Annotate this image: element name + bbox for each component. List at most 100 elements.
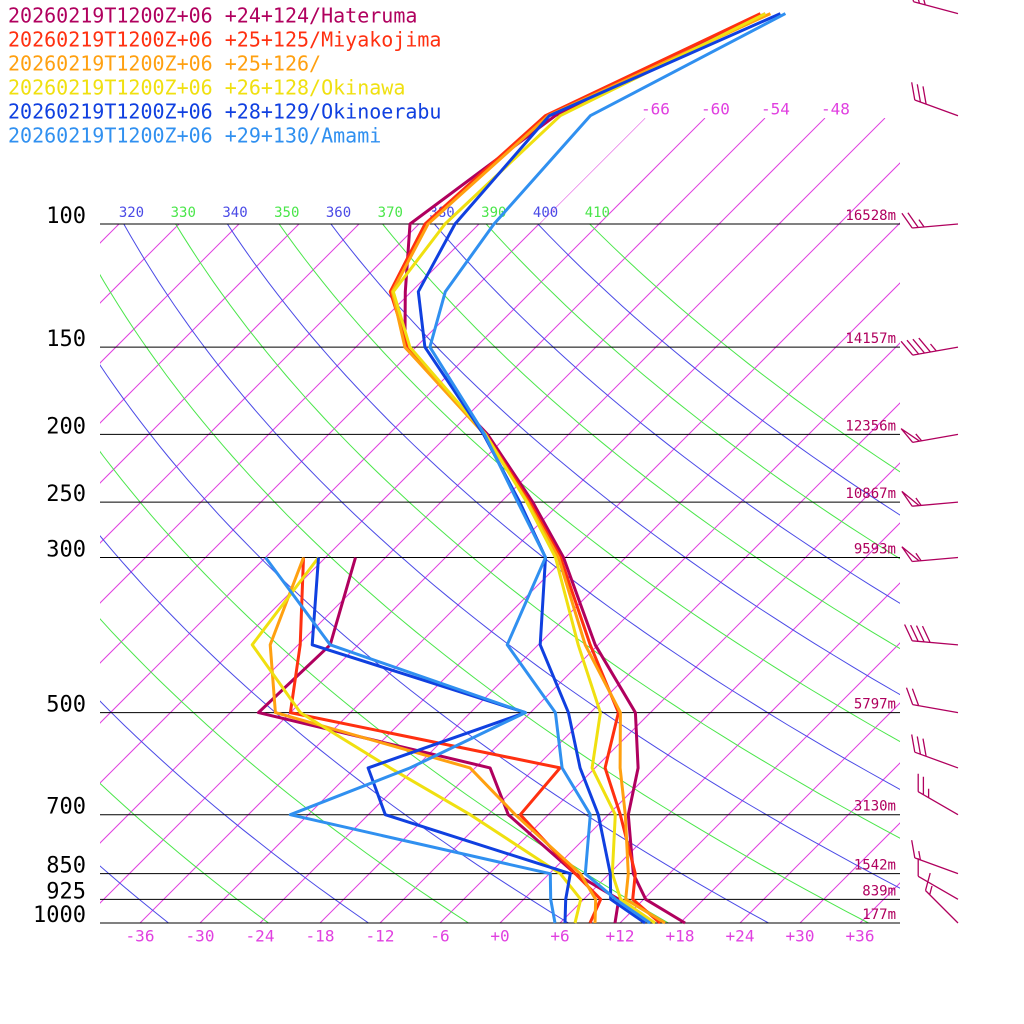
wind-barb (901, 546, 959, 563)
isotherm (100, 118, 886, 923)
isotherm-label: -54 (761, 100, 790, 119)
dry-adiabat (100, 450, 669, 923)
wind-barb (912, 0, 959, 15)
isotherm (100, 118, 826, 923)
legend-entry: 20260219T1200Z+06 +29+130/Amami (8, 124, 381, 148)
height-label: 9593m (854, 542, 896, 558)
wind-barb (900, 337, 959, 356)
x-tick-label: -6 (430, 927, 449, 946)
theta-label: 360 (326, 205, 351, 221)
x-tick-label: -36 (126, 927, 155, 946)
theta-label: 370 (378, 205, 403, 221)
dewpoint-line (250, 556, 583, 924)
isotherm-label: -48 (821, 100, 850, 119)
theta-label: 410 (585, 205, 610, 221)
x-tick-label: +30 (786, 927, 815, 946)
isotherm (100, 118, 646, 923)
legend-entry: 20260219T1200Z+06 +28+129/Okinoerabu (8, 100, 441, 124)
temperature-line (390, 12, 772, 925)
theta-label: 350 (274, 205, 299, 221)
y-tick-label: 300 (46, 538, 86, 563)
isotherm-label: -60 (701, 100, 730, 119)
height-label: 839m (862, 883, 896, 899)
isotherm (679, 118, 900, 923)
wind-barb (901, 490, 959, 507)
theta-label: 340 (222, 205, 247, 221)
x-tick-label: +36 (846, 927, 875, 946)
x-tick-label: +12 (606, 927, 635, 946)
wind-barb (911, 734, 959, 769)
height-label: 10867m (845, 486, 896, 502)
isotherm (199, 118, 900, 923)
temperature-line (391, 12, 767, 925)
isotherm (100, 118, 286, 923)
wind-barb (901, 212, 959, 229)
dewpoint-line (310, 557, 572, 924)
isotherm (259, 118, 900, 923)
x-tick-label: -18 (306, 927, 335, 946)
wind-barb (911, 840, 959, 875)
dry-adiabat (175, 224, 900, 839)
height-label: 5797m (854, 697, 896, 713)
dry-adiabat (434, 224, 900, 604)
legend-entry: 20260219T1200Z+06 +25+126/ (8, 52, 321, 76)
y-tick-label: 100 (46, 204, 86, 229)
dewpoint-line (288, 557, 603, 924)
y-tick-label: 150 (46, 327, 86, 352)
wind-barb (900, 428, 959, 444)
overlay: -36 -30 -24 -18 -12 -6 +0 +6 +12 +18 +24 +30 +36 -66 -… (8, 0, 959, 946)
wind-barb (905, 687, 959, 714)
isotherm (379, 118, 900, 923)
x-tick-label: -30 (186, 927, 215, 946)
theta-label: 320 (119, 205, 144, 221)
temperature-line (388, 12, 762, 925)
isotherm (100, 118, 406, 923)
dry-adiabat (589, 224, 900, 473)
height-label: 1542m (854, 858, 896, 874)
y-tick-label: 200 (46, 414, 86, 439)
isotherm (100, 118, 526, 923)
height-label: 177m (862, 907, 896, 923)
isotherm (619, 118, 900, 923)
height-label: 3130m (854, 799, 896, 815)
theta-label: 400 (533, 205, 558, 221)
dry-adiabat (100, 618, 469, 923)
isotherm (100, 118, 706, 923)
wind-barb (904, 624, 959, 646)
x-tick-label: -12 (366, 927, 395, 946)
y-tick-label: 850 (46, 854, 86, 879)
isotherm (100, 118, 766, 923)
dry-adiabat (382, 224, 900, 650)
isotherm (100, 118, 466, 923)
dry-adiabat (100, 273, 869, 923)
x-tick-label: +24 (726, 927, 755, 946)
wind-barb (911, 82, 959, 117)
dewpoint-line (268, 556, 598, 924)
x-tick-label: +6 (550, 927, 569, 946)
isotherm (739, 118, 900, 923)
x-tick-label: +18 (666, 927, 695, 946)
dry-adiabat (485, 224, 900, 560)
wind-barb (917, 858, 959, 900)
dewpoint-line (264, 556, 557, 924)
height-label: 12356m (845, 418, 896, 434)
dry-adiabat (123, 224, 900, 889)
isotherm (319, 118, 900, 923)
dry-adiabat (537, 224, 900, 516)
dry-adiabat (278, 224, 900, 743)
height-label: 14157m (845, 331, 896, 347)
x-tick-label: -24 (246, 927, 275, 946)
y-tick-label: 700 (46, 795, 86, 820)
dry-adiabat (100, 700, 369, 923)
legend-entry: 20260219T1200Z+06 +25+125/Miyakojima (8, 28, 441, 52)
y-tick-label: 925 (46, 879, 86, 904)
y-tick-label: 500 (46, 693, 86, 718)
dry-adiabat (100, 782, 269, 923)
isotherm (559, 118, 900, 923)
isotherm (100, 118, 586, 923)
theta-label: 330 (171, 205, 196, 221)
wind-barb (917, 773, 959, 816)
